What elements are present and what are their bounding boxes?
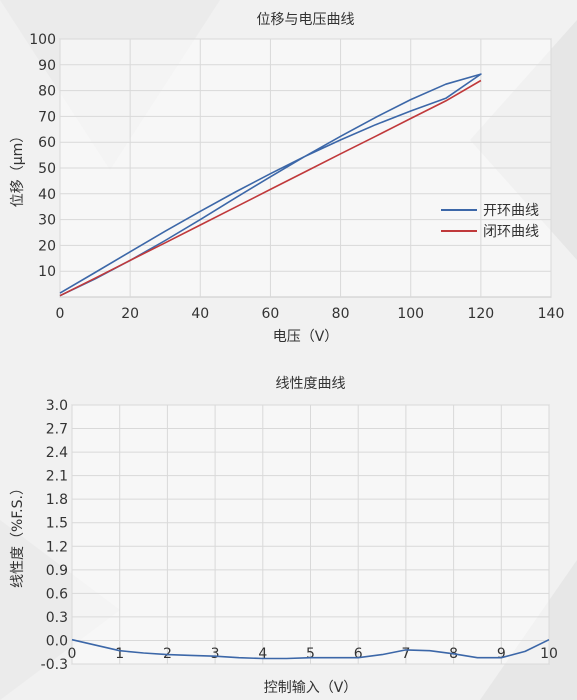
chart-title: 线性度曲线	[276, 376, 346, 392]
x-tick-label: 20	[121, 306, 139, 322]
x-tick-label: 6	[354, 646, 363, 662]
y-tick-label: 2.4	[46, 445, 68, 461]
x-axis-label: 控制输入（V）	[264, 680, 358, 696]
chart-title: 位移与电压曲线	[257, 12, 355, 28]
x-tick-label: 80	[332, 306, 350, 322]
y-tick-label: 2.7	[46, 422, 68, 438]
y-tick-label: -0.3	[41, 657, 68, 673]
y-tick-label: 60	[38, 135, 56, 151]
x-tick-label: 4	[258, 646, 267, 662]
y-tick-label: 40	[38, 187, 56, 203]
x-tick-label: 0	[68, 646, 77, 662]
x-axis-label: 电压（V）	[273, 329, 339, 345]
y-tick-label: 2.1	[46, 469, 68, 485]
legend-label: 开环曲线	[483, 203, 539, 219]
y-tick-label: 0.9	[46, 563, 68, 579]
y-tick-label: 10	[38, 264, 56, 280]
x-tick-label: 9	[497, 646, 506, 662]
y-axis-label: 位移（μm）	[10, 129, 26, 208]
x-tick-label: 120	[467, 306, 494, 322]
x-tick-label: 10	[540, 646, 558, 662]
x-tick-label: 140	[538, 306, 565, 322]
x-tick-label: 1	[115, 646, 124, 662]
x-tick-label: 3	[211, 646, 220, 662]
y-tick-label: 50	[38, 161, 56, 177]
legend-label: 闭环曲线	[483, 224, 539, 240]
y-tick-label: 1.8	[46, 492, 68, 508]
x-tick-label: 7	[401, 646, 410, 662]
x-tick-label: 5	[306, 646, 315, 662]
y-tick-label: 0.6	[46, 586, 68, 602]
y-tick-label: 20	[38, 238, 56, 254]
y-tick-label: 70	[38, 109, 56, 125]
y-tick-label: 1.5	[46, 516, 68, 532]
x-tick-label: 40	[191, 306, 209, 322]
y-tick-label: 30	[38, 213, 56, 229]
x-tick-label: 100	[397, 306, 424, 322]
series-line-0	[59, 73, 482, 297]
x-tick-label: 0	[56, 306, 65, 322]
x-tick-label: 60	[262, 306, 280, 322]
y-tick-label: 0.0	[46, 633, 68, 649]
y-axis-label: 线性度（%F.S.）	[10, 481, 26, 588]
y-tick-label: 0.3	[46, 610, 68, 626]
y-tick-label: 80	[38, 84, 56, 100]
y-tick-label: 100	[29, 32, 56, 48]
y-tick-label: 3.0	[46, 398, 68, 414]
y-tick-label: 90	[38, 58, 56, 74]
y-tick-label: 1.2	[46, 539, 68, 555]
series-line-1	[59, 79, 482, 297]
series-line-0	[71, 638, 550, 660]
displacement-voltage-chart: 位移与电压曲线 0 20 40 60 80 100 120 140 10 20 30 40 50 60 70 8…	[10, 12, 565, 345]
